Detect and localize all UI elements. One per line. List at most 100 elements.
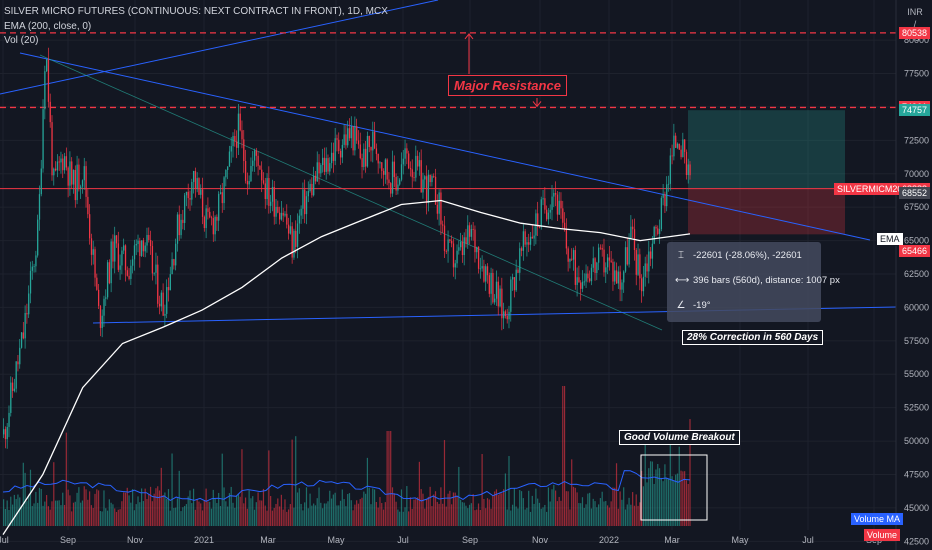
candle-body-194 <box>350 126 352 139</box>
candle-body-243 <box>438 192 440 214</box>
major-resistance-label[interactable]: Major Resistance <box>448 75 567 96</box>
volume-bar-177 <box>320 502 322 526</box>
volume-bar-263 <box>474 510 476 526</box>
volume-bar-284 <box>511 504 514 526</box>
volume-breakout-label[interactable]: Good Volume Breakout <box>619 430 740 445</box>
candle-body-233 <box>420 160 422 193</box>
volume-bar-194 <box>350 500 352 526</box>
volume-bar-11 <box>22 462 24 526</box>
volume-bar-170 <box>307 508 309 526</box>
volume-bar-94 <box>171 453 173 526</box>
candle-body-260 <box>468 225 471 237</box>
volume-bar-347 <box>624 509 627 526</box>
volume-bar-74 <box>135 504 137 526</box>
candle-body-375 <box>675 135 677 148</box>
candle-body-247 <box>445 250 447 252</box>
y-tick-label-13: 47500 <box>904 469 929 479</box>
candle-body-96 <box>175 243 177 266</box>
candle-body-360 <box>648 251 650 272</box>
candle-body-188 <box>339 150 342 158</box>
volume-bar-346 <box>623 487 625 526</box>
volume-bar-204 <box>368 487 370 526</box>
stop-zone <box>688 188 845 235</box>
volume-bar-379 <box>682 471 684 526</box>
y-tick-label-11: 52500 <box>904 403 929 413</box>
volume-bar-211 <box>381 503 383 526</box>
candle-body-359 <box>646 263 648 272</box>
candle-body-261 <box>470 229 473 237</box>
candle-body-9 <box>19 347 21 365</box>
volume-bar-256 <box>461 502 463 526</box>
candle-body-147 <box>266 178 268 199</box>
measure-tooltip[interactable]: ⌶ -22601 (-28.06%), -22601 ⟷ 396 bars (5… <box>667 242 840 322</box>
volume-bar-267 <box>481 454 483 526</box>
volume-bar-56 <box>103 490 105 526</box>
volume-legend[interactable]: Vol (20) <box>4 35 39 46</box>
volume-bar-266 <box>479 509 481 526</box>
volume-bar-193 <box>348 493 351 526</box>
candle-body-287 <box>517 269 519 273</box>
volume-bar-301 <box>542 507 544 526</box>
candle-body-87 <box>158 303 161 307</box>
volume-bar-184 <box>332 494 334 526</box>
candle-body-332 <box>598 247 600 263</box>
volume-bar-241 <box>434 491 437 526</box>
symbol-title[interactable]: SILVER MICRO FUTURES (CONTINUOUS: NEXT C… <box>4 6 388 17</box>
candle-body-302 <box>544 198 546 210</box>
unit-slash: / <box>913 19 917 29</box>
volume-bar-116 <box>210 508 213 526</box>
volume-bar-245 <box>442 503 444 526</box>
measure-bars: 396 bars (560d), distance: 1007 px <box>693 275 840 286</box>
candle-body-82 <box>149 239 152 247</box>
y-tick-label-3: 72500 <box>904 135 929 145</box>
candle-body-114 <box>207 208 209 212</box>
volume-bar-109 <box>198 501 200 526</box>
candle-body-196 <box>354 126 356 151</box>
candle-body-344 <box>619 271 621 290</box>
volume-bar-365 <box>657 464 659 526</box>
volume-bar-30 <box>56 500 58 526</box>
volume-bar-182 <box>329 490 331 526</box>
correction-label[interactable]: 28% Correction in 560 Days <box>682 330 824 345</box>
volume-bar-278 <box>501 493 503 526</box>
volume-bar-318 <box>572 486 575 526</box>
volume-bar-220 <box>397 509 399 526</box>
candle-body-240 <box>433 176 435 177</box>
trendline-measure <box>39 54 663 331</box>
candle-body-54 <box>99 305 102 328</box>
candle-body-219 <box>395 177 397 191</box>
volume-bar-359 <box>646 482 648 526</box>
volume-bar-286 <box>515 506 517 526</box>
volume-bar-168 <box>304 502 306 526</box>
candle-body-270 <box>486 266 489 276</box>
volume-bar-269 <box>485 508 487 526</box>
candle-body-318 <box>572 250 575 260</box>
volume-bar-99 <box>180 511 182 526</box>
volume-bar-65 <box>119 509 121 526</box>
volume-bar-308 <box>554 490 557 526</box>
candle-body-221 <box>399 179 401 185</box>
volume-bar-134 <box>243 503 245 526</box>
volume-bar-198 <box>357 503 360 526</box>
candle-body-259 <box>467 225 469 244</box>
candle-body-26 <box>49 101 51 123</box>
volume-bar-108 <box>196 499 198 526</box>
candle-body-241 <box>434 176 437 205</box>
volume-bar-149 <box>270 496 272 526</box>
candle-body-183 <box>330 152 333 164</box>
volume-bar-358 <box>644 442 646 526</box>
ema-legend[interactable]: EMA (200, close, 0) <box>4 21 92 32</box>
volume-bar-248 <box>447 493 449 526</box>
candle-body-91 <box>166 287 168 314</box>
volume-bar-382 <box>687 483 689 526</box>
candle-body-249 <box>449 239 451 241</box>
candle-body-288 <box>519 248 521 273</box>
y-tick-label-9: 57500 <box>904 336 929 346</box>
candle-body-156 <box>282 212 284 216</box>
x-tick-label-10: Mar <box>664 535 680 545</box>
candle-body-300 <box>540 199 542 228</box>
candle-body-315 <box>567 248 569 262</box>
volume-bar-210 <box>379 497 381 526</box>
